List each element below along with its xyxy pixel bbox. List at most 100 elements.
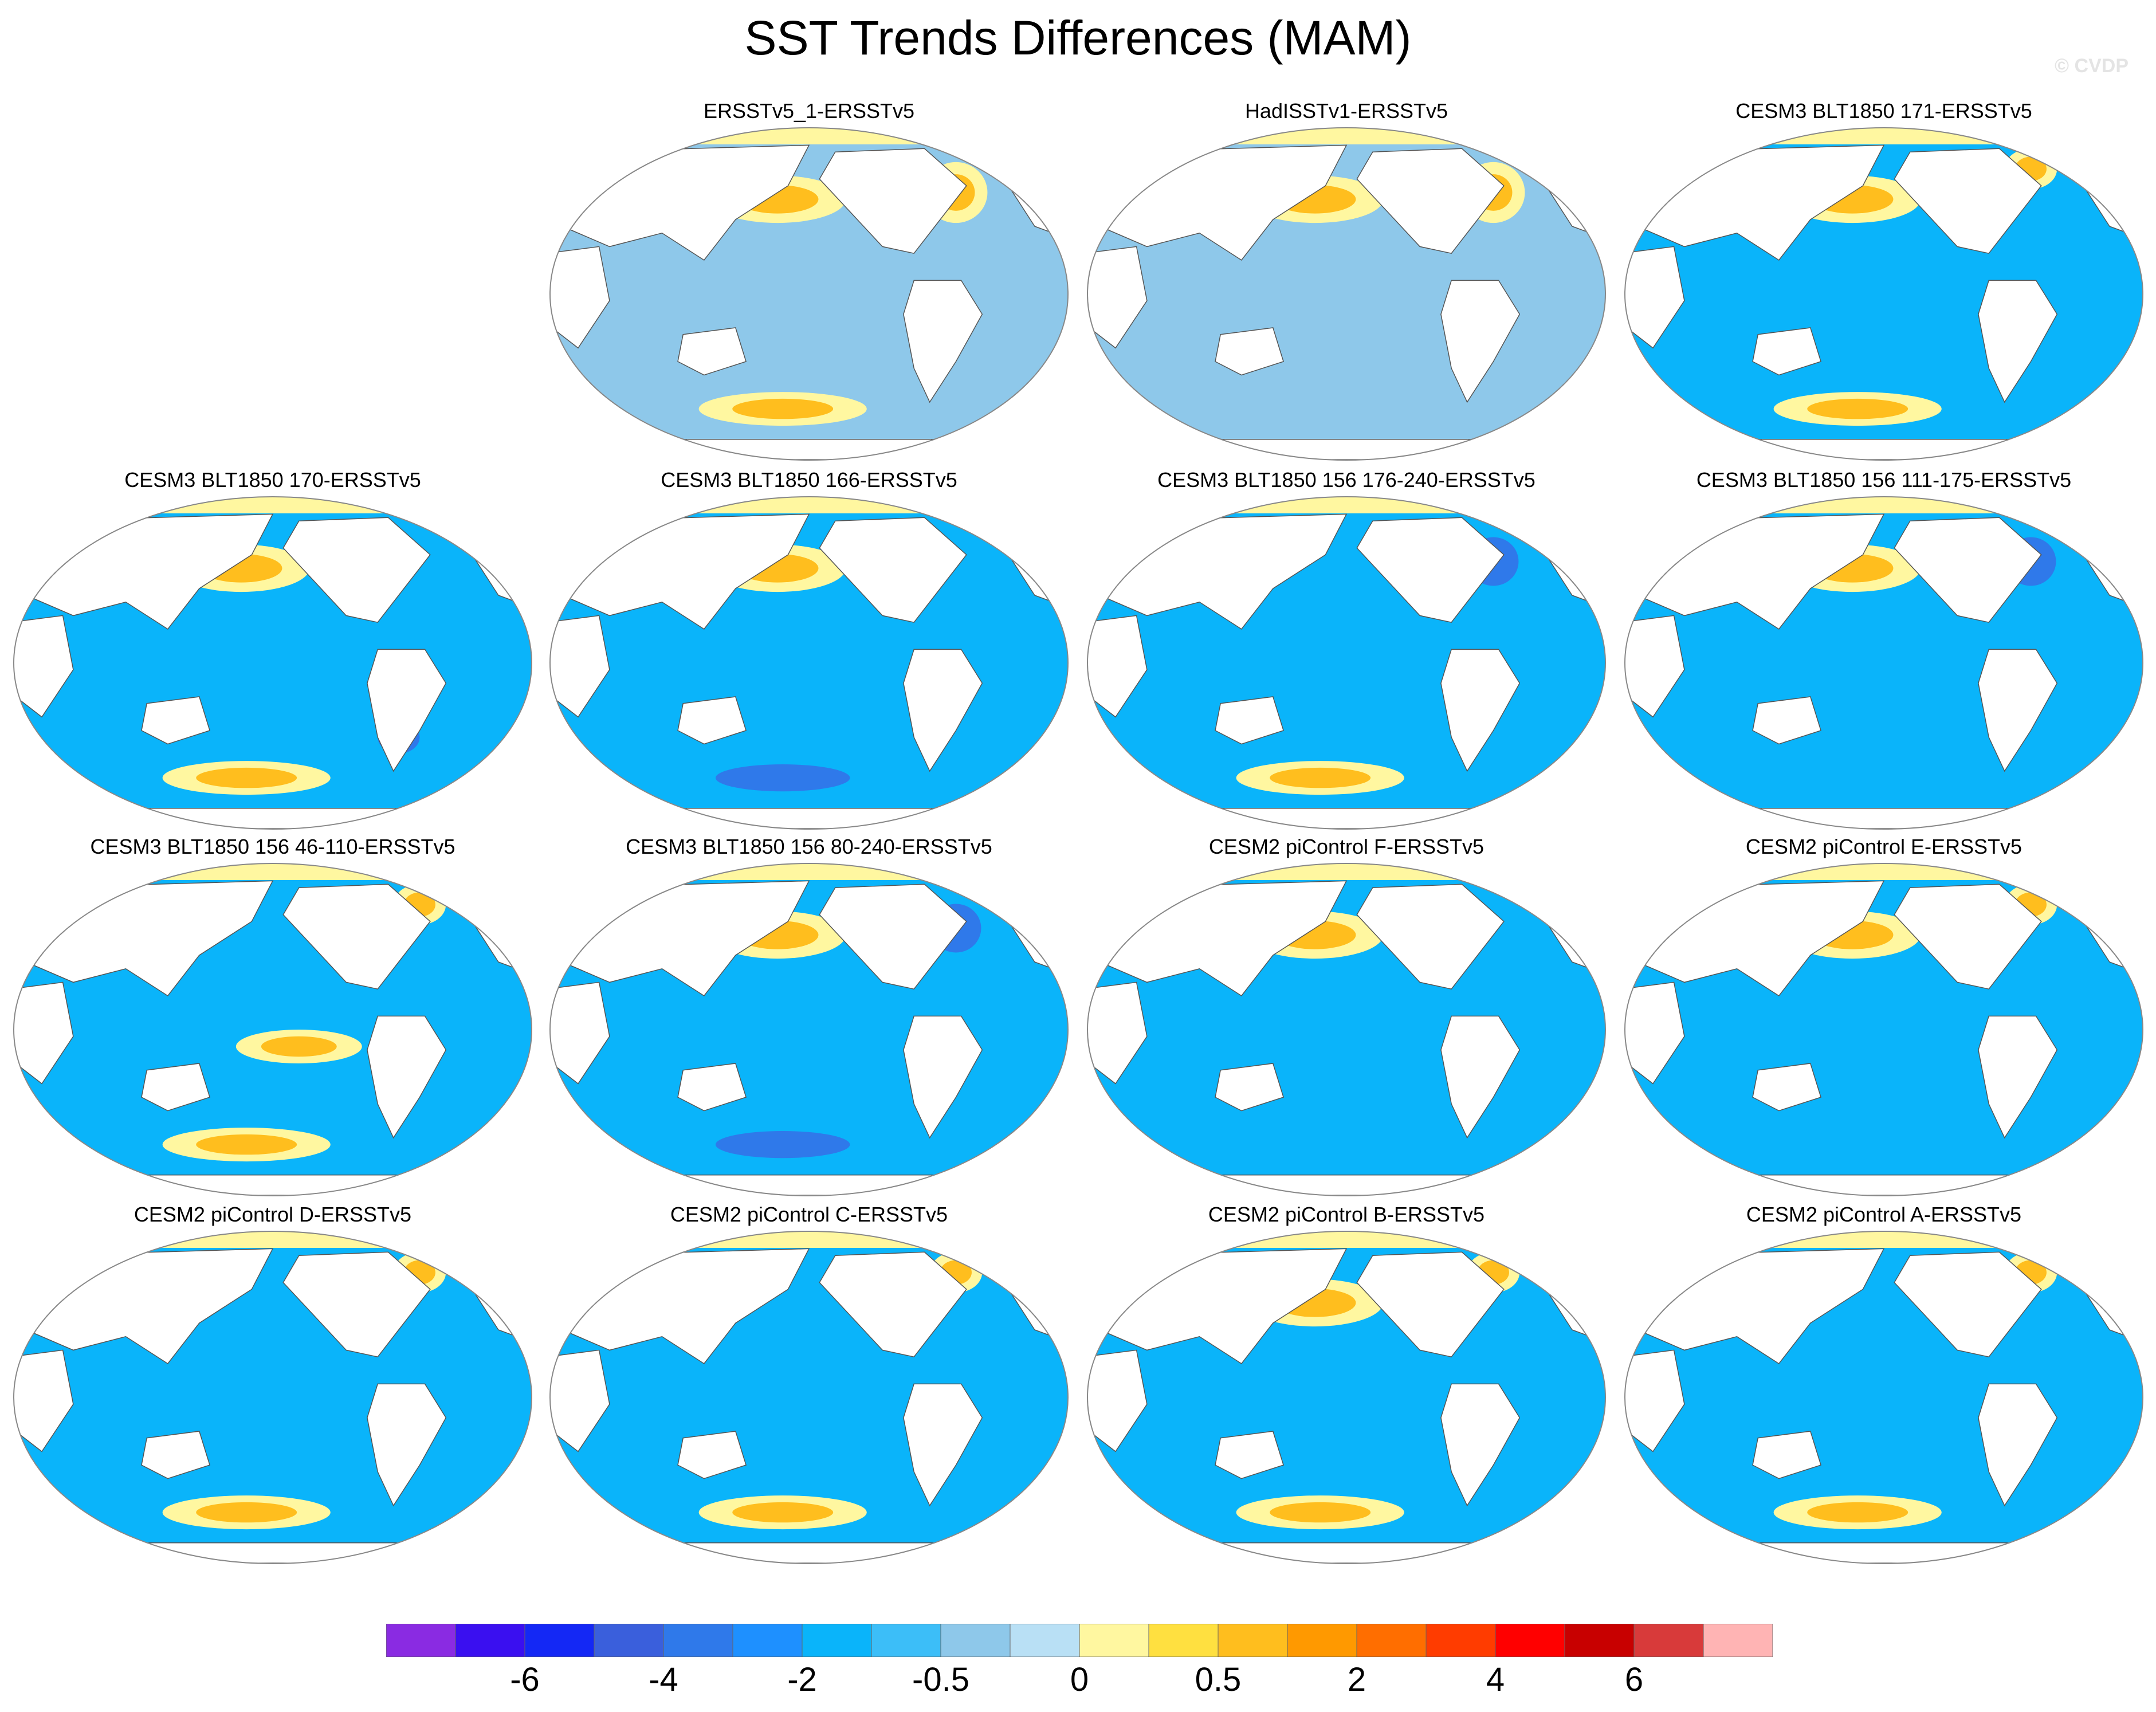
continent-antarctica bbox=[1136, 807, 1557, 829]
map-panel: CESM2 piControl A-ERSSTv5 bbox=[1621, 1202, 2146, 1570]
panel-label: CESM3 BLT1850 171-ERSSTv5 bbox=[1735, 99, 2032, 123]
warm-anomaly-core bbox=[261, 1036, 337, 1057]
colorbar-tick-label: 6 bbox=[1624, 1661, 1644, 1698]
continent-north-america bbox=[1356, 884, 1505, 990]
continent-antarctica bbox=[1136, 1542, 1557, 1564]
panel-label: ERSSTv5_1-ERSSTv5 bbox=[703, 99, 915, 123]
panel-label: CESM2 piControl B-ERSSTv5 bbox=[1208, 1203, 1485, 1226]
colorbar-tick-label: 0.5 bbox=[1195, 1661, 1242, 1698]
map-panel: CESM3 BLT1850 156 111-175-ERSSTv5 bbox=[1621, 468, 2146, 835]
continent-north-america bbox=[1894, 517, 2042, 623]
map-panel: CESM2 piControl E-ERSSTv5 bbox=[1621, 834, 2146, 1202]
colorbar-box bbox=[1079, 1624, 1149, 1657]
continent-antarctica bbox=[1674, 807, 2094, 829]
continent-north-america bbox=[1356, 1251, 1505, 1358]
continent-australia bbox=[1215, 1063, 1285, 1112]
colorbar-box bbox=[1148, 1624, 1219, 1657]
colorbar-box bbox=[524, 1624, 595, 1657]
colorbar-box bbox=[1010, 1624, 1080, 1657]
panel-label: CESM3 BLT1850 156 46-110-ERSSTv5 bbox=[90, 835, 455, 858]
map-border bbox=[13, 1231, 532, 1564]
map-border bbox=[1087, 863, 1606, 1196]
continent-antarctica bbox=[1674, 438, 2094, 460]
continent-australia bbox=[677, 327, 747, 376]
map-border bbox=[1087, 127, 1606, 461]
continent-antarctica bbox=[1674, 1542, 2094, 1564]
continent-antarctica bbox=[62, 1542, 483, 1564]
panel-label: CESM2 piControl E-ERSSTv5 bbox=[1745, 835, 2023, 858]
continent-australia bbox=[1752, 696, 1822, 745]
map-panel: CESM3 BLT1850 170-ERSSTv5 bbox=[10, 468, 535, 835]
continent-antarctica bbox=[599, 1542, 1019, 1564]
continent-north-america bbox=[819, 148, 967, 254]
ocean-field bbox=[1625, 863, 2143, 1196]
sst-map bbox=[1087, 863, 1606, 1196]
panel-label: CESM3 BLT1850 156 111-175-ERSSTv5 bbox=[1696, 468, 2072, 492]
continent-north-america bbox=[819, 1251, 967, 1358]
continent-north-america bbox=[282, 517, 431, 623]
colorbar-tick-label: 0 bbox=[1070, 1661, 1089, 1698]
map-panel: ERSSTv5_1-ERSSTv5 bbox=[547, 99, 1071, 466]
colorbar-box bbox=[1564, 1624, 1635, 1657]
sst-map bbox=[1624, 496, 2143, 830]
continent-north-america bbox=[1356, 517, 1505, 623]
panel-label: CESM3 BLT1850 156 80-240-ERSSTv5 bbox=[626, 835, 992, 858]
continent-south-america bbox=[1440, 649, 1521, 772]
continent-south-america bbox=[1440, 1015, 1521, 1139]
map-panel: CESM2 piControl C-ERSSTv5 bbox=[547, 1202, 1071, 1570]
panel-label: CESM3 BLT1850 156 176-240-ERSSTv5 bbox=[1157, 468, 1535, 492]
continent-australia bbox=[1752, 1431, 1822, 1479]
continent-south-america bbox=[903, 280, 983, 403]
colorbar-box bbox=[663, 1624, 733, 1657]
colorbar-box bbox=[1495, 1624, 1565, 1657]
map-border bbox=[1624, 127, 2143, 461]
sst-map bbox=[1087, 496, 1606, 830]
map-border bbox=[549, 1231, 1069, 1564]
sst-map bbox=[13, 496, 532, 830]
colorbar-box bbox=[594, 1624, 664, 1657]
cool-anomaly bbox=[715, 764, 850, 792]
map-border bbox=[549, 863, 1069, 1196]
panel-label: CESM2 piControl F-ERSSTv5 bbox=[1208, 835, 1485, 858]
continent-north-america bbox=[1894, 148, 2042, 254]
map-panel: HadISSTv1-ERSSTv5 bbox=[1084, 99, 1609, 466]
continent-australia bbox=[677, 1431, 747, 1479]
map-panel: CESM3 BLT1850 156 80-240-ERSSTv5 bbox=[547, 834, 1071, 1202]
sst-map bbox=[1624, 127, 2143, 461]
continent-south-america bbox=[1978, 1015, 2058, 1139]
sst-map bbox=[13, 863, 532, 1196]
warm-anomaly-core bbox=[732, 1502, 834, 1523]
map-panel: CESM3 BLT1850 156 176-240-ERSSTv5 bbox=[1084, 468, 1609, 835]
continent-antarctica bbox=[599, 1174, 1019, 1196]
colorbar-box bbox=[386, 1624, 456, 1657]
continent-australia bbox=[1215, 327, 1285, 376]
map-border bbox=[549, 127, 1069, 461]
map-panel: CESM3 BLT1850 166-ERSSTv5 bbox=[547, 468, 1071, 835]
continent-north-america bbox=[1894, 1251, 2042, 1358]
colorbar-box bbox=[1703, 1624, 1773, 1657]
map-panel: CESM2 piControl D-ERSSTv5 bbox=[10, 1202, 535, 1570]
warm-anomaly-core bbox=[732, 398, 834, 419]
continent-north-america bbox=[819, 884, 967, 990]
continent-south-america bbox=[1978, 649, 2058, 772]
continent-south-america bbox=[903, 1383, 983, 1507]
colorbar-box bbox=[455, 1624, 525, 1657]
colorbar bbox=[386, 1624, 1773, 1657]
panel-label: CESM2 piControl A-ERSSTv5 bbox=[1746, 1203, 2022, 1226]
continent-australia bbox=[1752, 327, 1822, 376]
continent-south-america bbox=[367, 1383, 447, 1507]
colorbar-tick-label: -6 bbox=[510, 1661, 540, 1698]
continent-south-america bbox=[903, 1015, 983, 1139]
colorbar-tick-label: 4 bbox=[1486, 1661, 1505, 1698]
continent-antarctica bbox=[1136, 438, 1557, 460]
continent-north-america bbox=[819, 517, 967, 623]
colorbar-box bbox=[1633, 1624, 1704, 1657]
continent-south-america bbox=[1978, 280, 2058, 403]
map-border bbox=[1624, 863, 2143, 1196]
map-border bbox=[1624, 1231, 2143, 1564]
sst-map bbox=[1624, 1231, 2143, 1564]
panel-label: CESM2 piControl D-ERSSTv5 bbox=[133, 1203, 412, 1226]
warm-anomaly-core bbox=[1807, 1502, 1908, 1523]
sst-map bbox=[549, 127, 1069, 461]
map-panel: CESM2 piControl F-ERSSTv5 bbox=[1084, 834, 1609, 1202]
